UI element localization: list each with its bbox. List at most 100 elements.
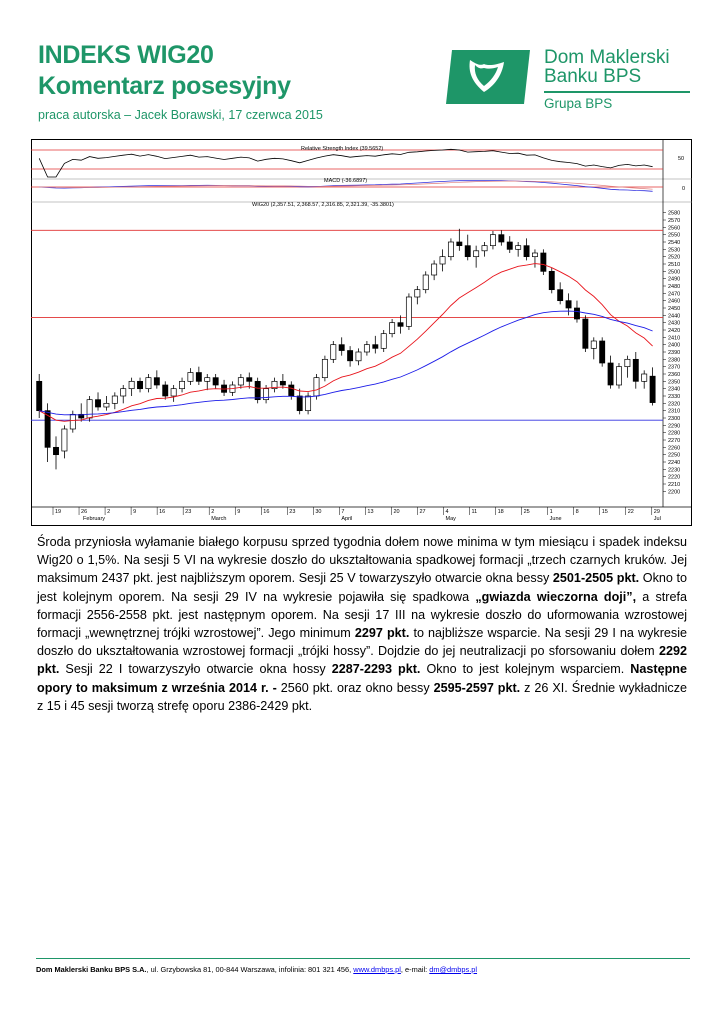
candle-body <box>372 344 379 349</box>
y-tick-label: 2440 <box>668 313 680 319</box>
y-tick-label: 2540 <box>668 240 680 246</box>
candle-body <box>313 377 320 397</box>
bank-logo-icon <box>444 46 532 108</box>
candle-body <box>153 377 160 386</box>
x-day-label: 25 <box>524 509 530 515</box>
macd-tick: 0 <box>682 186 685 192</box>
candle-body <box>120 388 127 397</box>
macd-line <box>39 180 653 192</box>
candle-body <box>145 377 152 390</box>
x-day-label: 15 <box>602 509 608 515</box>
rsi-line <box>38 148 653 178</box>
x-day-label: 16 <box>263 509 269 515</box>
logo-wordmark: Dom Maklerski Banku BPS <box>544 47 670 87</box>
candle-body <box>582 318 589 349</box>
candle-body <box>36 380 43 412</box>
candle-body <box>447 241 454 258</box>
x-day-label: 16 <box>159 509 165 515</box>
x-day-label: 29 <box>654 509 660 515</box>
y-tick-label: 2510 <box>668 262 680 268</box>
x-month-label: June <box>550 516 562 522</box>
candle-body <box>498 234 505 243</box>
y-tick-label: 2350 <box>668 379 680 385</box>
x-month-label: March <box>211 516 226 522</box>
candle-body <box>540 252 547 272</box>
candle-body <box>405 296 412 327</box>
candle-body <box>61 428 68 452</box>
footer-www-link[interactable]: www.dmbps.pl <box>353 965 401 974</box>
ema45-line <box>39 310 653 416</box>
macd-signal-line <box>39 180 653 190</box>
y-tick-label: 2550 <box>668 233 680 239</box>
x-day-label: 19 <box>55 509 61 515</box>
candle-body <box>78 413 85 419</box>
y-tick-label: 2250 <box>668 453 680 459</box>
wig20-chart: 2580257025602550254025302520251025002490… <box>31 139 692 526</box>
x-day-label: 9 <box>133 509 136 515</box>
logo-group-label: Grupa BPS <box>544 96 613 111</box>
ema15-line <box>38 263 653 422</box>
candle-body <box>321 358 328 379</box>
x-month-label: May <box>446 516 457 522</box>
x-day-label: 9 <box>237 509 240 515</box>
x-day-label: 18 <box>498 509 504 515</box>
x-day-label: 11 <box>472 509 478 515</box>
candle-body <box>414 289 421 298</box>
y-tick-label: 2330 <box>668 394 680 400</box>
author-subtitle: praca autorska – Jacek Borawski, 17 czer… <box>38 108 323 122</box>
y-tick-label: 2410 <box>668 335 680 341</box>
candle-body <box>389 322 396 335</box>
candle-body <box>439 256 446 265</box>
x-day-label: 22 <box>628 509 634 515</box>
candle-body <box>599 340 606 364</box>
x-day-label: 13 <box>367 509 373 515</box>
y-tick-label: 2230 <box>668 467 680 473</box>
y-tick-label: 2450 <box>668 306 680 312</box>
x-month-label: Jul <box>654 516 661 522</box>
candle-body <box>179 380 185 390</box>
footer-email-link[interactable]: dm@dmbps.pl <box>429 965 478 974</box>
candle-body <box>473 250 480 258</box>
x-day-label: 7 <box>341 509 344 515</box>
y-tick-label: 2560 <box>668 225 680 231</box>
candle-body <box>271 380 278 390</box>
candle-body <box>86 399 93 419</box>
y-tick-label: 2580 <box>668 211 680 217</box>
commentary-text: Środa przyniosła wyłamanie białego korpu… <box>37 535 688 713</box>
y-tick-label: 2520 <box>668 255 680 261</box>
candle-body <box>355 351 362 362</box>
title-line-1: INDEKS WIG20 <box>38 41 214 69</box>
y-tick-label: 2390 <box>668 350 680 356</box>
candle-body <box>641 373 648 382</box>
candle-body <box>254 380 261 401</box>
candle-body <box>574 307 580 320</box>
candle-body <box>170 388 177 397</box>
y-tick-label: 2470 <box>668 291 680 297</box>
y-tick-label: 2220 <box>668 475 680 481</box>
rsi-tick: 50 <box>678 156 684 162</box>
candle-body <box>590 340 597 349</box>
candle-body <box>363 344 370 353</box>
candle-body <box>632 358 639 382</box>
candle-body <box>532 252 538 258</box>
candle-body <box>330 344 337 360</box>
candle-body <box>263 388 270 401</box>
candle-body <box>279 380 286 386</box>
candle-body <box>506 241 513 250</box>
candle-body <box>246 377 253 382</box>
candle-body <box>44 410 51 448</box>
macd-label: MACD (-36.6897) <box>324 178 367 184</box>
x-day-label: 23 <box>185 509 191 515</box>
y-tick-label: 2430 <box>668 321 680 327</box>
logo-divider <box>544 91 690 93</box>
y-tick-label: 2240 <box>668 460 680 466</box>
y-tick-label: 2530 <box>668 247 680 253</box>
candle-body <box>548 270 555 291</box>
y-tick-label: 2340 <box>668 387 680 393</box>
x-month-label: February <box>83 516 105 522</box>
x-day-label: 23 <box>289 509 295 515</box>
x-day-label: 30 <box>315 509 321 515</box>
footer-divider <box>36 958 690 959</box>
page-title: INDEKS WIG20 Komentarz posesyjny <box>38 40 291 102</box>
candle-body <box>237 377 244 386</box>
